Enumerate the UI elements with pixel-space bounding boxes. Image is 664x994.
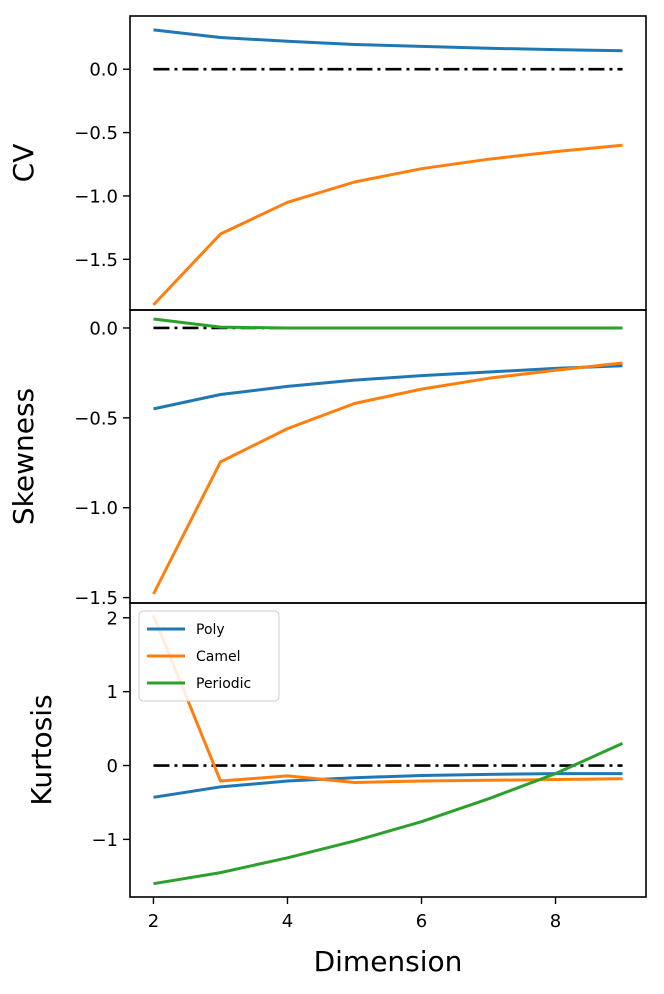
- y-tick-label: 0.0: [89, 318, 118, 339]
- x-tick-label: 6: [416, 911, 427, 932]
- y-tick-label: 2: [107, 608, 118, 629]
- panel-frame: [129, 602, 647, 898]
- series-line-poly: [153, 772, 623, 799]
- series-line-camel: [152, 143, 623, 306]
- y-tick-label: 1: [107, 682, 118, 703]
- y-tick-label: −1.5: [74, 588, 118, 609]
- panel-frame: [129, 15, 647, 311]
- series-line-camel: [152, 615, 623, 784]
- series-line-camel: [152, 361, 623, 595]
- y-tick-label: −1: [91, 830, 118, 851]
- legend-box: [138, 610, 280, 702]
- panel-kurtosis: 2 1 0 −1 Kurtosis: [25, 602, 647, 898]
- panel-cv: 0.0 −0.5 −1.0 −1.5 CV: [7, 15, 647, 311]
- series-line-poly: [153, 28, 623, 53]
- legend-label-periodic: Periodic: [196, 676, 251, 692]
- legend-label-camel: Camel: [196, 649, 241, 665]
- x-axis: 2 4 6 8: [148, 897, 561, 932]
- y-tick-label: −1.5: [74, 250, 118, 271]
- y-tick-label: −0.5: [74, 408, 118, 429]
- y-tick-label: 0: [107, 756, 118, 777]
- y-axis-label: Kurtosis: [25, 694, 58, 805]
- panel-frame: [129, 309, 647, 604]
- y-tick-label: −0.5: [74, 123, 118, 144]
- panels: 0.0 −0.5 −1.0 −1.5 CV 0.0 −0.5 −1.0 −1.5 Skewness…: [7, 15, 647, 898]
- y-axis-label: Skewness: [7, 388, 40, 525]
- x-tick-label: 2: [148, 911, 159, 932]
- legend: Poly Camel Periodic: [138, 610, 280, 702]
- legend-label-poly: Poly: [196, 622, 225, 638]
- y-axis-label: CV: [7, 144, 40, 183]
- x-tick-label: 4: [282, 911, 293, 932]
- y-tick-label: −1.0: [74, 186, 118, 207]
- panel-skewness: 0.0 −0.5 −1.0 −1.5 Skewness: [7, 309, 647, 609]
- x-tick-label: 8: [550, 911, 561, 932]
- y-tick-label: 0.0: [89, 60, 118, 81]
- series-line-poly: [153, 364, 623, 411]
- series-line-periodic: [153, 317, 623, 330]
- series-line-periodic: [153, 742, 624, 886]
- x-axis-label: Dimension: [314, 945, 463, 978]
- y-tick-label: −1.0: [74, 498, 118, 519]
